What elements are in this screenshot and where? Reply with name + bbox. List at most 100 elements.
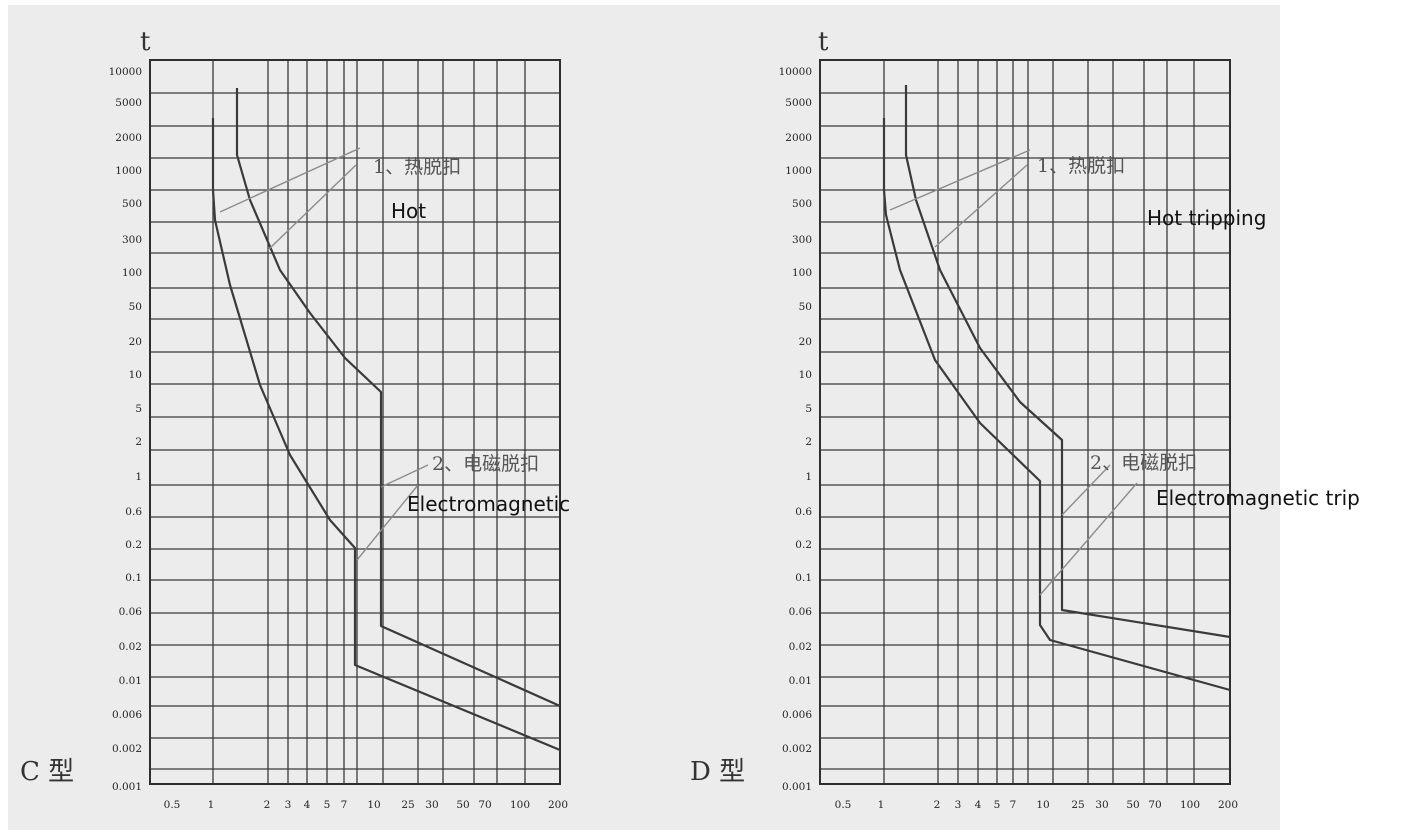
chart-0-type-label: C 型	[20, 757, 74, 787]
chart-1-y-tick-label: 0.002	[782, 743, 812, 755]
chart-0-x-tick-label: 3	[285, 799, 292, 811]
chart-1-y-tick-label: 0.01	[789, 675, 812, 687]
chart-0-x-tick-label: 4	[304, 799, 311, 811]
chart-0-leader-line	[219, 147, 361, 213]
chart-0-x-tick-label: 0.5	[164, 799, 181, 811]
chart-1-y-tick-label: 5000	[785, 97, 812, 109]
chart-1-y-tick-label: 0.02	[789, 641, 812, 653]
chart-1-annotation-en-2: Electromagnetic trip	[1156, 486, 1360, 510]
chart-d-type: 10000 5000 2000 1000 500 300 100 50 20 10 5 2 1 0.6 0.…	[690, 27, 1360, 811]
chart-0-plot-frame	[149, 59, 561, 785]
chart-1-x-tick-label: 0.5	[835, 799, 852, 811]
chart-0-y-tick-label: 0.6	[125, 506, 142, 518]
chart-0-y-tick-label: 10000	[109, 66, 142, 78]
chart-0-x-tick-label: 1	[208, 799, 215, 811]
chart-0-y-tick-label: 0.2	[125, 539, 142, 551]
chart-0-y-tick-label: 500	[122, 198, 142, 210]
chart-1-leader-line	[1039, 482, 1138, 596]
chart-1-y-tick-label: 2	[805, 436, 812, 448]
chart-1-x-tick-label: 1	[878, 799, 885, 811]
chart-0-leader-line	[380, 464, 429, 488]
chart-0-annotation-cn-2: 2、电磁脱扣	[432, 453, 539, 475]
chart-0-x-tick-label: 10	[367, 799, 380, 811]
chart-0-y-tick-label: 0.1	[125, 572, 142, 584]
chart-1-y-tick-label: 0.06	[789, 606, 813, 618]
chart-0-x-tick-label: 50	[456, 799, 469, 811]
chart-1-plot-frame	[819, 59, 1231, 785]
chart-0-y-axis-label: t	[140, 27, 151, 57]
chart-1-y-tick-label: 20	[799, 336, 812, 348]
chart-1-y-tick-label: 2000	[785, 132, 812, 144]
chart-1-y-tick-label: 0.1	[795, 572, 812, 584]
chart-1-y-tick-label: 500	[792, 198, 812, 210]
chart-1-leader-line	[934, 164, 1028, 248]
chart-1-y-tick-label: 10000	[779, 66, 812, 78]
chart-0-leader-line	[267, 164, 357, 251]
chart-0-y-tick-label: 1000	[115, 165, 142, 177]
chart-0-x-tick-label: 70	[478, 799, 491, 811]
chart-1-leader-line	[1061, 464, 1111, 516]
chart-0-x-tick-label: 30	[425, 799, 438, 811]
chart-1-x-tick-label: 5	[994, 799, 1001, 811]
chart-0-x-tick-label: 5	[324, 799, 331, 811]
chart-0-y-tick-label: 0.06	[119, 606, 143, 618]
chart-0-y-tick-label: 1	[135, 471, 142, 483]
chart-1-y-tick-label: 100	[792, 267, 812, 279]
chart-1-x-tick-label: 7	[1010, 799, 1017, 811]
chart-1-leader-line	[889, 149, 1031, 211]
chart-0-series-0-line	[211, 118, 561, 752]
chart-0-x-tick-label: 25	[401, 799, 414, 811]
chart-0-y-tick-label: 5000	[115, 97, 142, 109]
chart-1-y-tick-label: 0.2	[795, 539, 812, 551]
chart-1-y-tick-label: 0.001	[782, 781, 812, 793]
chart-0-y-tick-label: 0.01	[119, 675, 142, 687]
chart-1-x-tick-label: 70	[1148, 799, 1161, 811]
chart-1-y-tick-label: 0.006	[782, 709, 812, 721]
chart-1-y-tick-label: 0.6	[795, 506, 812, 518]
chart-0-y-tick-label: 0.002	[112, 743, 142, 755]
chart-0-y-tick-label: 0.006	[112, 709, 142, 721]
chart-0-y-tick-label: 5	[135, 403, 142, 415]
chart-0-x-tick-label: 200	[548, 799, 568, 811]
chart-1-x-tick-label: 50	[1126, 799, 1139, 811]
chart-0-y-tick-label: 0.02	[119, 641, 142, 653]
chart-0-series-1-line	[235, 88, 561, 708]
chart-1-x-tick-label: 30	[1095, 799, 1108, 811]
chart-0-annotation-en-1: Hot	[391, 199, 426, 223]
chart-1-x-tick-label: 2	[934, 799, 941, 811]
chart-0-annotation-cn-1: 1、热脱扣	[373, 156, 461, 178]
chart-0-y-tick-label: 10	[129, 369, 142, 381]
chart-1-annotation-cn-2: 2、电磁脱扣	[1090, 452, 1197, 474]
chart-0-y-tick-label: 100	[122, 267, 142, 279]
chart-0-x-tick-label: 100	[510, 799, 530, 811]
chart-1-y-axis-label: t	[818, 27, 829, 57]
chart-1-y-tick-label: 1000	[785, 165, 812, 177]
chart-1-x-tick-label: 200	[1218, 799, 1238, 811]
chart-0-y-tick-label: 50	[129, 301, 142, 313]
chart-1-y-tick-label: 10	[799, 369, 812, 381]
chart-1-x-tick-label: 25	[1071, 799, 1084, 811]
chart-0-annotation-en-2: Electromagnetic	[407, 492, 570, 516]
chart-1-x-tick-label: 3	[955, 799, 962, 811]
chart-1-annotation-en-1: Hot tripping	[1147, 206, 1266, 230]
chart-0-y-tick-label: 0.001	[112, 781, 142, 793]
chart-0-y-tick-label: 2	[135, 436, 142, 448]
chart-1-x-tick-label: 10	[1036, 799, 1049, 811]
chart-1-annotation-cn-1: 1、热脱扣	[1037, 155, 1125, 177]
chart-0-x-tick-label: 7	[341, 799, 348, 811]
chart-1-y-tick-label: 1	[805, 471, 812, 483]
chart-0-y-tick-label: 20	[129, 336, 142, 348]
chart-1-y-tick-label: 300	[792, 234, 812, 246]
chart-c-type: 10000 5000 2000 1000 500 300 100 50 20 10 5 2 1 0.6 0.…	[20, 27, 570, 811]
chart-1-type-label: D 型	[690, 757, 745, 787]
chart-0-leader-line	[356, 484, 419, 561]
chart-0-y-tick-label: 300	[122, 234, 142, 246]
chart-1-y-tick-label: 5	[805, 403, 812, 415]
chart-1-series-1-line	[904, 85, 1231, 639]
chart-1-x-tick-label: 4	[975, 799, 982, 811]
chart-0-y-tick-label: 2000	[115, 132, 142, 144]
chart-0-x-tick-label: 2	[264, 799, 271, 811]
chart-1-y-tick-label: 50	[799, 301, 812, 313]
chart-1-x-tick-label: 100	[1180, 799, 1200, 811]
